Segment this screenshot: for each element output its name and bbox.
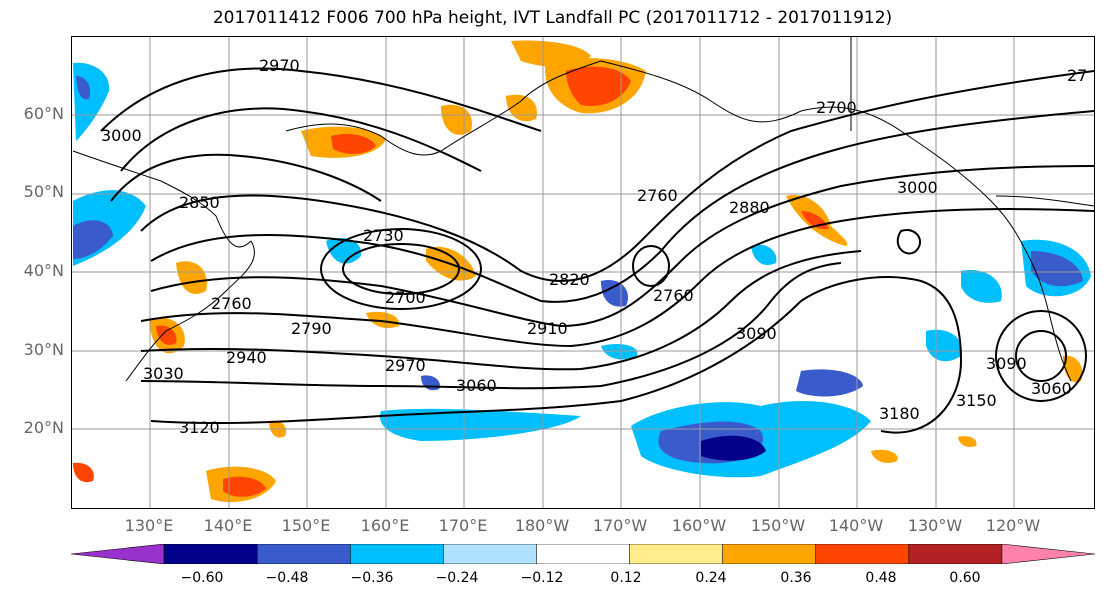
graticule xyxy=(72,37,1094,508)
contour-label: 2910 xyxy=(527,319,568,338)
colorbar xyxy=(71,544,1095,564)
contour-label: 3060 xyxy=(456,376,497,395)
contour-label: 2880 xyxy=(729,198,770,217)
figure-title: 2017011412 F006 700 hPa height, IVT Land… xyxy=(212,8,893,28)
colorbar-tick-8: 0.36 xyxy=(780,570,812,586)
colorbar-tick-2: −0.48 xyxy=(265,570,309,586)
colorbar-segment xyxy=(349,544,445,564)
contour-labels: 2970 3000 2850 2730 2700 2760 2820 2760 … xyxy=(101,56,1087,437)
contour-label: 3000 xyxy=(897,178,938,197)
height-contours xyxy=(100,67,1094,434)
contour-label: 2820 xyxy=(549,270,590,289)
contour-label: 3150 xyxy=(956,391,997,410)
lon-label-180w: 180°W xyxy=(514,516,570,535)
colorbar-segment xyxy=(256,544,352,564)
lat-label-30n: 30°N xyxy=(23,340,64,359)
coastlines xyxy=(72,37,1094,382)
lat-label-60n: 60°N xyxy=(23,104,64,123)
contour-label: 2760 xyxy=(211,294,252,313)
map-canvas: 2970 3000 2850 2730 2700 2760 2820 2760 … xyxy=(72,37,1094,508)
colorbar-tick-7: 0.24 xyxy=(695,570,727,586)
colorbar-tick-4: −0.24 xyxy=(435,570,479,586)
contour-label: 2760 xyxy=(637,186,678,205)
contour-label: 2940 xyxy=(226,348,267,367)
lon-label-150w: 150°W xyxy=(750,516,806,535)
lon-label-170e: 170°E xyxy=(438,516,488,535)
colorbar-tick-6: 0.12 xyxy=(610,570,642,586)
colorbar-tick-9: 0.48 xyxy=(865,570,897,586)
colorbar-segment xyxy=(443,544,538,564)
lon-label-140e: 140°E xyxy=(203,516,253,535)
colorbar-segment xyxy=(71,544,165,564)
colorbar-segment xyxy=(1001,544,1095,564)
contour-label: 2700 xyxy=(385,288,426,307)
contour-label: 2730 xyxy=(363,226,404,245)
lon-label-140w: 140°W xyxy=(828,516,884,535)
lon-label-170w: 170°W xyxy=(592,516,648,535)
colorbar-tick-1: −0.60 xyxy=(180,570,224,586)
colorbar-segment xyxy=(908,544,1003,564)
lon-label-120w: 120°W xyxy=(985,516,1041,535)
contour-label: 2970 xyxy=(259,56,300,75)
colorbar-tick-10: 0.60 xyxy=(949,570,981,586)
lon-label-130w: 130°W xyxy=(907,516,963,535)
contour-label: 27 xyxy=(1067,66,1087,85)
lon-label-160w: 160°W xyxy=(671,516,727,535)
lat-label-50n: 50°N xyxy=(23,182,64,201)
contour-label: 3180 xyxy=(879,404,920,423)
lon-label-150e: 150°E xyxy=(281,516,331,535)
contour-label: 2790 xyxy=(291,319,332,338)
colorbar-segment xyxy=(629,544,724,564)
contour-label: 2970 xyxy=(385,356,426,375)
lat-label-40n: 40°N xyxy=(23,261,64,280)
lon-label-130e: 130°E xyxy=(124,516,174,535)
contour-label: 3000 xyxy=(101,126,142,145)
lon-label-160e: 160°E xyxy=(360,516,410,535)
lat-label-20n: 20°N xyxy=(23,418,64,437)
contour-label: 3120 xyxy=(179,418,220,437)
contour-label: 2850 xyxy=(179,193,220,212)
contour-label: 2760 xyxy=(653,286,694,305)
colorbar-tick-5: −0.12 xyxy=(520,570,564,586)
contour-label: 3090 xyxy=(986,354,1027,373)
colorbar-segment xyxy=(722,544,817,564)
colorbar-tick-3: −0.36 xyxy=(350,570,394,586)
contour-label: 3030 xyxy=(143,364,184,383)
colorbar-segment xyxy=(536,544,631,564)
colorbar-segment xyxy=(163,544,258,564)
contour-label: 3090 xyxy=(736,324,777,343)
contour-label: 3060 xyxy=(1031,379,1072,398)
map-panel: 2970 3000 2850 2730 2700 2760 2820 2760 … xyxy=(71,36,1095,509)
contour-label: 2700 xyxy=(816,98,857,117)
colorbar-segment xyxy=(815,544,910,564)
